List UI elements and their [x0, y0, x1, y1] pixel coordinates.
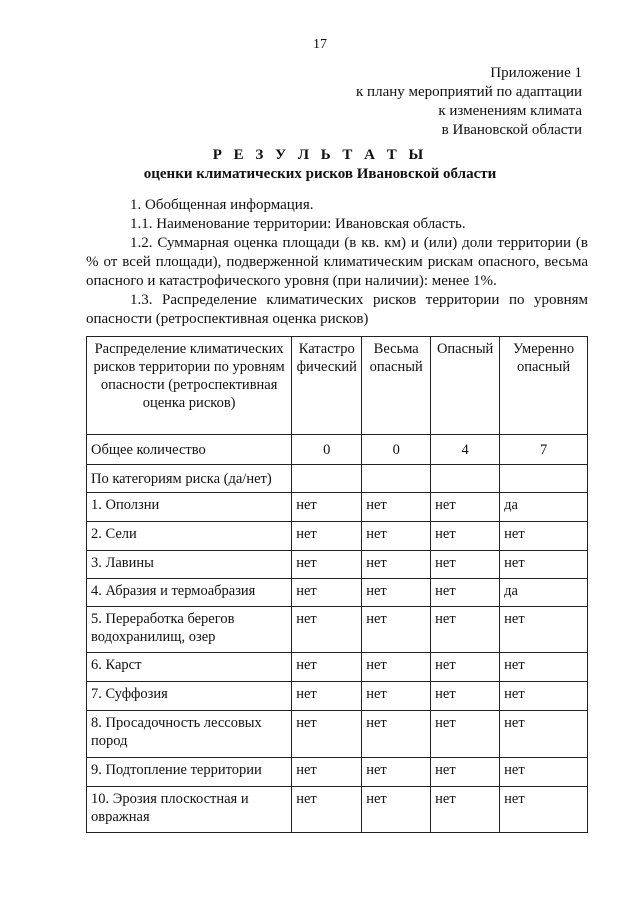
- appendix-line: к плану мероприятий по адаптации: [356, 84, 582, 100]
- table-cell: нет: [499, 521, 588, 551]
- table-cell: нет: [499, 550, 588, 579]
- page-number: 17: [313, 37, 327, 52]
- paragraph: 1.2. Суммарная оценка площади (в кв. км)…: [86, 235, 588, 289]
- table-cell: [291, 464, 363, 493]
- appendix-line: в Ивановской области: [441, 122, 582, 138]
- table-cell: нет: [499, 606, 588, 653]
- table-cell: 8. Просадочность лессовых пород: [85, 710, 293, 758]
- table-cell: 7. Суффозия: [85, 681, 293, 711]
- table-cell: нет: [361, 786, 432, 833]
- table-row: 8. Просадочность лессовых пород нет нет нет…: [85, 710, 588, 758]
- table-cell: нет: [430, 492, 501, 522]
- appendix-line: Приложение 1: [490, 65, 582, 81]
- risk-table: Распределение климатических рисков терри…: [85, 336, 588, 833]
- table-row: 6. Карст нет нет нет нет: [85, 652, 588, 682]
- table-row: 10. Эрозия плоскостная и овражная нет нет н…: [85, 786, 588, 833]
- table-cell: нет: [361, 578, 432, 607]
- table-cell: 4. Абразия и термоабразия: [85, 578, 293, 607]
- table-cell: нет: [361, 652, 432, 682]
- table-cell: 10. Эрозия плоскостная и овражная: [85, 786, 293, 833]
- table-cell: 6. Карст: [85, 652, 293, 682]
- table-cell: нет: [430, 550, 501, 579]
- table-cell: [361, 464, 432, 493]
- paragraph: 1. Обобщенная информация.: [130, 197, 314, 213]
- header-cell: Катастро фический: [291, 336, 363, 435]
- table-cell: нет: [291, 757, 363, 787]
- header-cell: Распределение климатических рисков терри…: [85, 336, 293, 435]
- appendix-note: Приложение 1 к плану мероприятий по адап…: [356, 64, 582, 140]
- total-row: Общее количество 0 0 4 7: [85, 434, 588, 465]
- table-cell: 7: [499, 434, 588, 465]
- document-subtitle: оценки климатических рисков Ивановской о…: [143, 166, 497, 182]
- table-cell: нет: [430, 681, 501, 711]
- header-cell: Весьма опасный: [361, 336, 432, 435]
- table-cell: да: [499, 492, 588, 522]
- table-cell: нет: [291, 652, 363, 682]
- table-cell: нет: [291, 710, 363, 758]
- header-cell: Опасный: [430, 336, 501, 435]
- table-cell: нет: [291, 550, 363, 579]
- table-cell: нет: [361, 681, 432, 711]
- table-cell: нет: [291, 786, 363, 833]
- header-cell: Умеренно опасный: [499, 336, 588, 435]
- table-header-row: Распределение климатических рисков терри…: [85, 336, 588, 435]
- table-cell: нет: [430, 757, 501, 787]
- table-cell: нет: [291, 492, 363, 522]
- paragraph: 1.1. Наименование территории: Ивановская…: [130, 216, 466, 232]
- table-cell: нет: [361, 606, 432, 653]
- table-cell: По категориям риска (да/нет): [85, 464, 293, 493]
- table-cell: нет: [361, 550, 432, 579]
- table-cell: нет: [430, 606, 501, 653]
- table-row: 4. Абразия и термоабразия нет нет нет да: [85, 578, 588, 607]
- table-cell: 3. Лавины: [85, 550, 293, 579]
- table-cell: нет: [361, 492, 432, 522]
- table-cell: нет: [291, 681, 363, 711]
- table-cell: [499, 464, 588, 493]
- table-cell: нет: [361, 757, 432, 787]
- table-cell: 2. Сели: [85, 521, 293, 551]
- table-row: 7. Суффозия нет нет нет нет: [85, 681, 588, 711]
- categories-row: По категориям риска (да/нет): [85, 464, 588, 493]
- document-title: Р Е З У Л Ь Т А Т Ы: [212, 147, 428, 163]
- table-cell: 1. Оползни: [85, 492, 293, 522]
- table-cell: нет: [361, 521, 432, 551]
- table-row: 3. Лавины нет нет нет нет: [85, 550, 588, 579]
- table-cell: 0: [291, 434, 363, 465]
- table-cell: 0: [361, 434, 432, 465]
- table-cell: нет: [499, 652, 588, 682]
- table-cell: Общее количество: [85, 434, 293, 465]
- appendix-line: к изменениям климата: [438, 103, 582, 119]
- table-cell: 4: [430, 434, 501, 465]
- table-row: 9. Подтопление территории нет нет нет нет: [85, 757, 588, 787]
- table-cell: 9. Подтопление территории: [85, 757, 293, 787]
- table-cell: нет: [291, 606, 363, 653]
- table-cell: нет: [499, 710, 588, 758]
- table-cell: нет: [430, 786, 501, 833]
- table-cell: нет: [430, 578, 501, 607]
- table-row: 5. Переработка берегов водохранилищ, озе…: [85, 606, 588, 653]
- table-cell: нет: [499, 786, 588, 833]
- paragraph: 1.3. Распределение климатических рисков …: [86, 292, 588, 327]
- table-cell: нет: [361, 710, 432, 758]
- table-cell: нет: [291, 521, 363, 551]
- table-cell: нет: [291, 578, 363, 607]
- table-cell: 5. Переработка берегов водохранилищ, озе…: [85, 606, 293, 653]
- table-cell: нет: [499, 757, 588, 787]
- table-row: 2. Сели нет нет нет нет: [85, 521, 588, 551]
- table-cell: нет: [430, 710, 501, 758]
- table-cell: нет: [499, 681, 588, 711]
- table-cell: да: [499, 578, 588, 607]
- table-cell: нет: [430, 652, 501, 682]
- table-cell: нет: [430, 521, 501, 551]
- table-row: 1. Оползни нет нет нет да: [85, 492, 588, 522]
- table-cell: [430, 464, 501, 493]
